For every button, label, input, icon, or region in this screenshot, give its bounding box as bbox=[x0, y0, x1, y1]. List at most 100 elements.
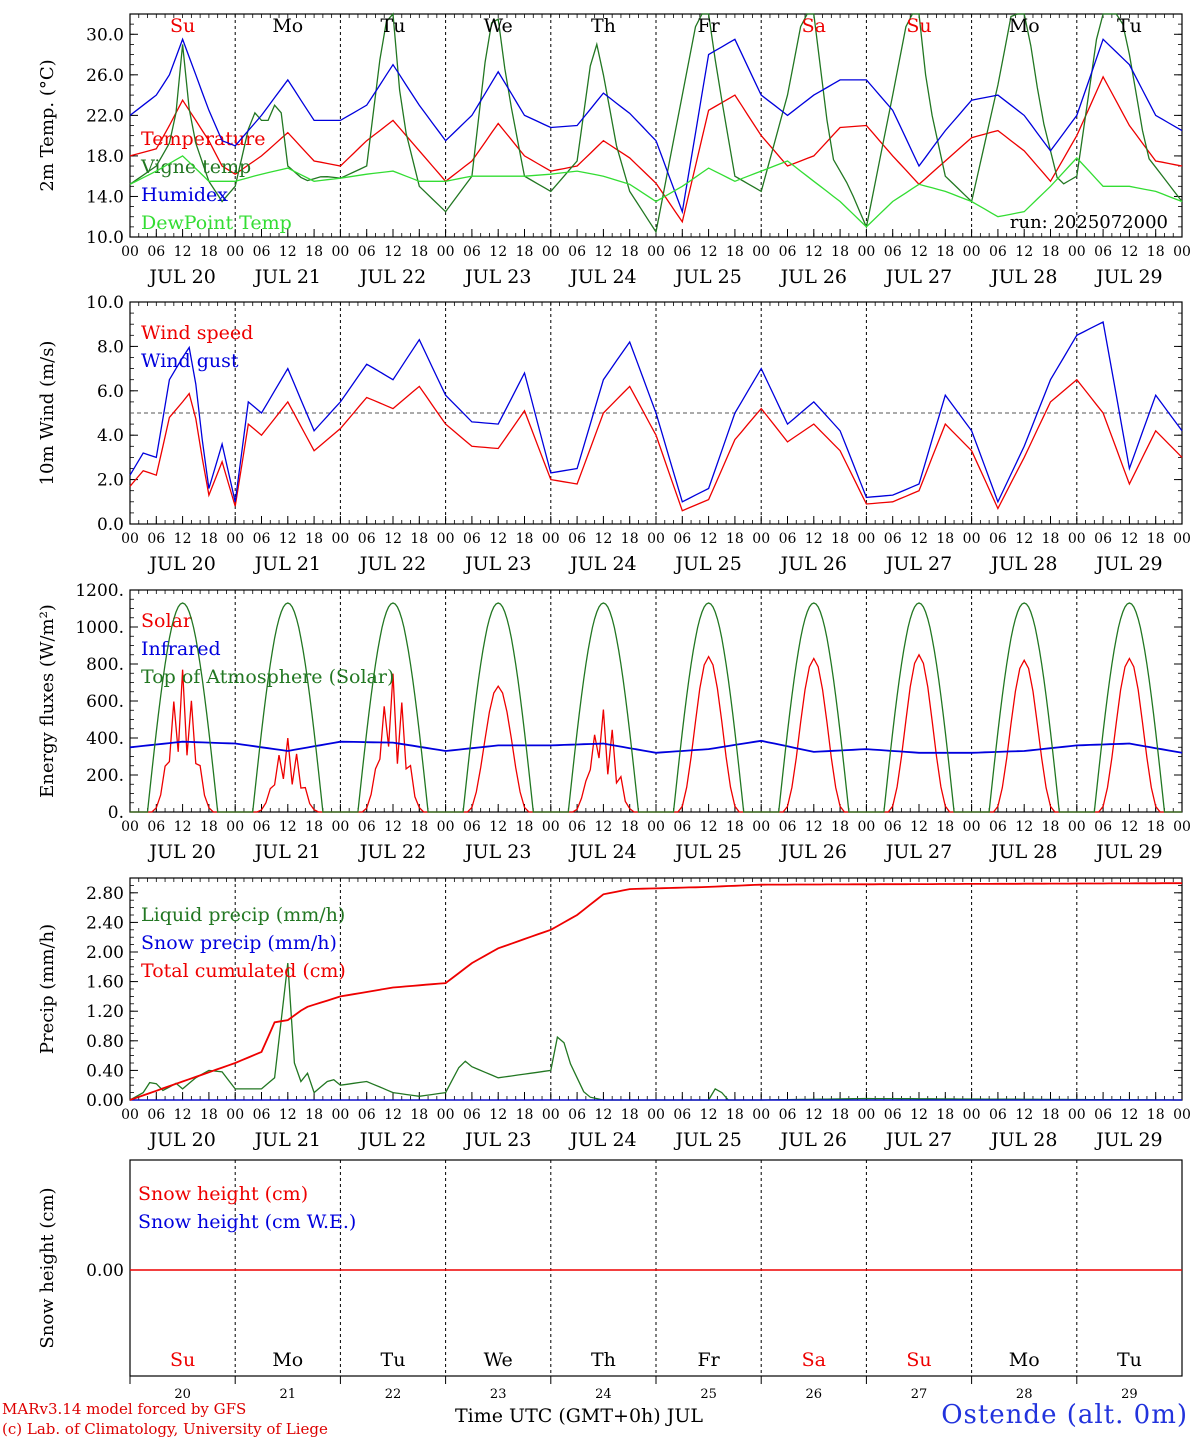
hour-tick-label: 00 bbox=[226, 244, 244, 260]
day-name-label: Tu bbox=[1117, 15, 1142, 37]
day-number-label: 23 bbox=[490, 1387, 507, 1400]
y-tick-label: 8.0 bbox=[97, 337, 124, 357]
day-name-label: Mo bbox=[1009, 1349, 1040, 1371]
date-label: JUL 29 bbox=[1094, 1129, 1162, 1151]
hour-tick-label: 06 bbox=[673, 1107, 691, 1123]
hour-tick-label: 18 bbox=[936, 531, 954, 547]
date-label: JUL 21 bbox=[253, 1129, 321, 1151]
date-label: JUL 29 bbox=[1094, 841, 1162, 863]
day-name-label: Th bbox=[591, 15, 616, 37]
hour-tick-label: 06 bbox=[884, 1107, 902, 1123]
y-tick-label: 400. bbox=[86, 729, 124, 749]
hour-tick-label: 00 bbox=[542, 819, 560, 835]
hour-tick-label: 00 bbox=[1173, 819, 1191, 835]
day-number-label: 21 bbox=[280, 1387, 297, 1400]
hour-tick-label: 06 bbox=[779, 531, 797, 547]
date-label: JUL 23 bbox=[463, 1129, 531, 1151]
hour-tick-label: 00 bbox=[121, 819, 139, 835]
day-number-label: 29 bbox=[1121, 1387, 1138, 1400]
hour-tick-label: 06 bbox=[884, 531, 902, 547]
date-label: JUL 20 bbox=[147, 553, 215, 575]
series-line-temperature bbox=[129, 75, 1183, 224]
day-number-label: 24 bbox=[595, 1387, 612, 1400]
hour-tick-label: 06 bbox=[358, 531, 376, 547]
hour-tick-label: 12 bbox=[1120, 531, 1138, 547]
hour-tick-label: 18 bbox=[936, 1107, 954, 1123]
hour-tick-label: 18 bbox=[1147, 531, 1165, 547]
y-axis-label: Energy fluxes (W/m²) bbox=[37, 604, 58, 798]
hour-tick-label: 12 bbox=[384, 244, 402, 260]
y-tick-label: 1.60 bbox=[86, 973, 124, 993]
hour-tick-label: 00 bbox=[647, 1107, 665, 1123]
date-label: JUL 25 bbox=[673, 266, 741, 288]
hour-tick-label: 18 bbox=[516, 244, 534, 260]
hour-tick-label: 00 bbox=[647, 244, 665, 260]
hour-tick-label: 00 bbox=[331, 819, 349, 835]
hour-tick-label: 12 bbox=[910, 531, 928, 547]
hour-tick-label: 06 bbox=[568, 819, 586, 835]
hour-tick-label: 12 bbox=[1015, 531, 1033, 547]
hour-tick-label: 12 bbox=[1120, 819, 1138, 835]
y-tick-label: 6.0 bbox=[97, 382, 124, 402]
date-label: JUL 27 bbox=[884, 1129, 952, 1151]
day-number-label: 25 bbox=[700, 1387, 717, 1400]
hour-tick-label: 00 bbox=[1068, 531, 1086, 547]
hour-tick-label: 00 bbox=[542, 531, 560, 547]
date-label: JUL 26 bbox=[779, 266, 847, 288]
date-label: JUL 25 bbox=[673, 553, 741, 575]
hour-tick-label: 00 bbox=[1173, 244, 1191, 260]
hour-tick-label: 06 bbox=[673, 244, 691, 260]
hour-tick-label: 12 bbox=[594, 1107, 612, 1123]
date-label: JUL 29 bbox=[1094, 553, 1162, 575]
date-label: JUL 26 bbox=[779, 1129, 847, 1151]
hour-tick-label: 18 bbox=[305, 531, 323, 547]
hour-tick-label: 18 bbox=[831, 244, 849, 260]
hour-tick-label: 00 bbox=[542, 244, 560, 260]
day-name-label: Su bbox=[170, 1349, 195, 1371]
hour-tick-label: 06 bbox=[463, 531, 481, 547]
station-title: Ostende (alt. 0m) bbox=[941, 1400, 1188, 1430]
hour-tick-label: 12 bbox=[384, 1107, 402, 1123]
hour-tick-label: 00 bbox=[331, 531, 349, 547]
hour-tick-label: 12 bbox=[489, 244, 507, 260]
hour-tick-label: 06 bbox=[779, 244, 797, 260]
hour-tick-label: 06 bbox=[568, 531, 586, 547]
hour-tick-label: 06 bbox=[1094, 244, 1112, 260]
hour-tick-label: 12 bbox=[700, 244, 718, 260]
hour-tick-label: 06 bbox=[568, 244, 586, 260]
day-name-label: Su bbox=[906, 1349, 931, 1371]
hour-tick-label: 00 bbox=[331, 1107, 349, 1123]
legend-liquid-precip-mm-h-: Liquid precip (mm/h) bbox=[141, 904, 345, 926]
y-tick-label: 200. bbox=[86, 766, 124, 786]
hour-tick-label: 18 bbox=[831, 819, 849, 835]
date-label: JUL 21 bbox=[253, 841, 321, 863]
hour-tick-label: 06 bbox=[779, 819, 797, 835]
hour-tick-label: 12 bbox=[1015, 1107, 1033, 1123]
hour-tick-label: 12 bbox=[594, 531, 612, 547]
y-tick-label: 22.0 bbox=[86, 106, 124, 126]
y-axis-label: 2m Temp. (°C) bbox=[37, 59, 58, 191]
date-label: JUL 29 bbox=[1094, 266, 1162, 288]
hour-tick-label: 00 bbox=[437, 531, 455, 547]
y-axis-label: 10m Wind (m/s) bbox=[37, 341, 58, 486]
legend-snow-precip-mm-h-: Snow precip (mm/h) bbox=[141, 932, 337, 954]
hour-tick-label: 00 bbox=[1068, 1107, 1086, 1123]
hour-tick-label: 06 bbox=[358, 819, 376, 835]
hour-tick-label: 12 bbox=[1015, 244, 1033, 260]
hour-tick-label: 06 bbox=[147, 819, 165, 835]
hour-tick-label: 18 bbox=[726, 244, 744, 260]
hour-tick-label: 12 bbox=[910, 1107, 928, 1123]
date-label: JUL 25 bbox=[673, 841, 741, 863]
hour-tick-label: 12 bbox=[1120, 244, 1138, 260]
panel-frame bbox=[129, 13, 1183, 238]
hour-tick-label: 12 bbox=[1015, 819, 1033, 835]
hour-tick-label: 06 bbox=[989, 244, 1007, 260]
credit-line-2: (c) Lab. of Climatology, University of L… bbox=[2, 1420, 328, 1438]
hour-tick-label: 12 bbox=[174, 244, 192, 260]
hour-tick-label: 00 bbox=[963, 244, 981, 260]
hour-tick-label: 00 bbox=[437, 244, 455, 260]
y-tick-label: 2.00 bbox=[86, 943, 124, 963]
hour-tick-label: 06 bbox=[673, 531, 691, 547]
legend-wind-gust: Wind gust bbox=[141, 350, 239, 372]
hour-tick-label: 12 bbox=[279, 819, 297, 835]
